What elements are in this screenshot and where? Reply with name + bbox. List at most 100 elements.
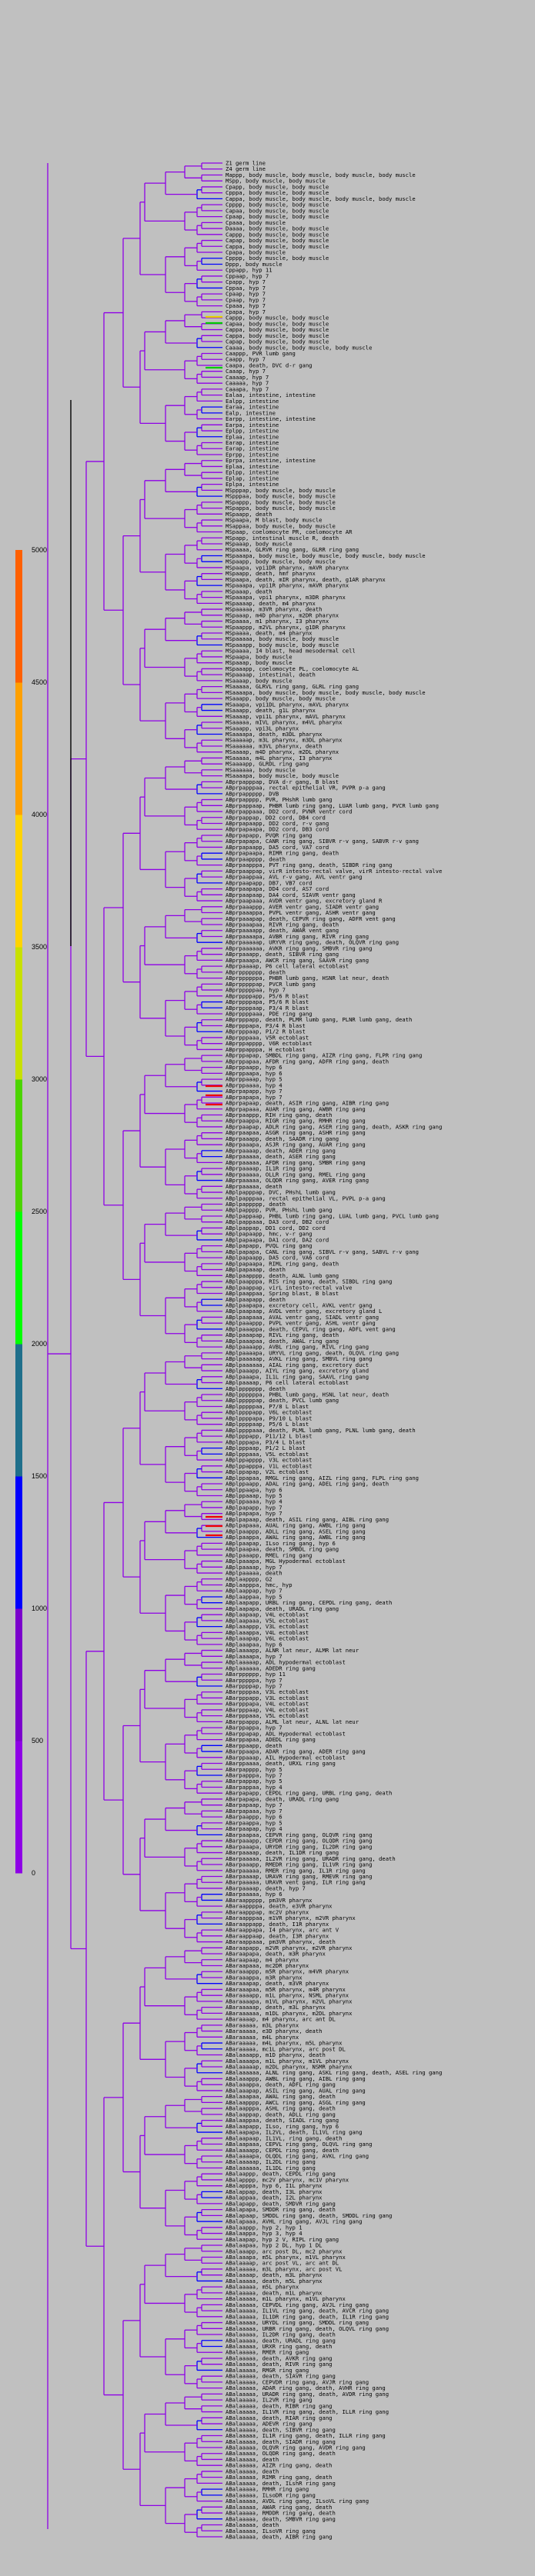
leaf-label: ABaraaaaap, death, m3L pharynx [226,2004,326,2011]
leaf-label: Cpaap, hyp 7 [226,291,266,298]
leaf-label: ABalaappa, hyp 3, hyp 4 [226,2230,303,2237]
leaf-label: ABalapapa, SMDDR ring gang, death [226,2206,336,2213]
leaf-label: ABplpppaaa, V5L ectoblast [226,1451,309,1458]
leaf-label: ABaraaaaa, e3D pharynx, death [226,2028,323,2034]
leaf-label: Cpapp, body muscle, body muscle [226,183,329,190]
leaf-label: ABalaaaapp, CEPDL ring gang, death [226,2147,339,2154]
leaf-label: MSpaapa, death, mIR pharynx, death, g1AR… [226,576,386,583]
leaf-label: ABplpppppap, death, PVCL lumb gang [226,1397,339,1404]
leaf-label: ABprpapapa, hyp 7 [226,1094,283,1101]
leaf-label: ABalaaaaa, death, AIBR ring gang [226,2534,332,2541]
leaf-label: ABplpaaaaa, death [226,1570,283,1577]
leaf-label: Caaap, hyp 7 [226,368,266,375]
leaf-label: Z1 germ line [226,160,266,167]
leaf-label: Cpapa, body muscle [226,249,286,256]
leaf-label: MSpaaapa, vpi1 pharynx, m3DR pharynx [226,594,346,601]
leaf-label: ABalaaaaa, IL1DR ring gang, death, IL1R … [226,2313,389,2320]
leaf-label: ABalaaaaa, ADEVR ring gang [226,2421,313,2428]
leaf-label: Caaapa, hyp 7 [226,385,269,392]
leaf-label: Eprpp, intestine [226,451,279,458]
leaf-label: ABplpaapppa, RIS ring gang, death, SIBDL… [226,1278,392,1285]
leaf-label: ABarpapapa, death, URADL ring gang [226,1795,339,1802]
leaf-label: MSpaapp, death [226,511,273,518]
leaf-label: ABalaaaaa, death [226,2468,279,2474]
leaf-label: ABarppapaa, ADEDL ring gang [226,1736,316,1743]
leaf-label: ABalaaaaa, IL1VL ring gang, death, AVCR … [226,2308,389,2314]
leaf-label: ABprpappap, DD2 cord, DB4 cord [226,814,326,821]
leaf-label: ABalaapapp, ILso, ring gang, hyp 6 [226,2123,339,2130]
leaf-label: ABalaaaaa, death, SIAVR ring gang [226,2373,336,2380]
leaf-label: ABarpapppa, hyp 7 [226,1772,283,1779]
leaf-label: ABalaaappa, death, ADFL ring gang [226,2081,336,2088]
leaf-label: ABplpaaapp, RMEL ring gang [226,1551,313,1558]
leaf-label: ABalaappp, hyp 2, hyp 1 [226,2224,303,2231]
leaf-label: ABplppppapp, V6L ectoblast [226,1409,313,1416]
leaf-label: ABplpaapaa, death, SMBDL ring gang [226,1546,339,1553]
leaf-label: ABplpaaapaa, death, AWAL ring gang [226,1338,339,1345]
leaf-label: ABprpaaaaa, death, ASER ring gang [226,1153,336,1160]
leaf-label: Caaaap, hyp 7 [226,374,269,381]
leaf-label: ABprpppapa, P3/4 R blast [226,1022,306,1029]
leaf-label: Capaa, body muscle, body muscle [226,320,329,327]
leaf-label: Cappp, body muscle, body muscle [226,231,329,238]
leaf-label: Cappa, body muscle, body muscle [226,326,329,333]
leaf-label: MSpaaaaa, m3VR pharynx, death [226,606,323,613]
leaf-label: ABprpaapppp, death [226,855,286,862]
leaf-label: ABarpppaap, V4L ectoblast [226,1706,309,1713]
leaf-label: MSpaaapp, coelomocyte PL, coelomocyte AL [226,665,359,672]
leaf-label: ABalaaaap, death, m3L pharynx [226,2271,323,2278]
leaf-label: ABplppppppp, death [226,1385,286,1392]
leaf-label: MSpaaap, death [226,588,273,595]
leaf-label: ABplppapppp, V3L ectoblast [226,1457,313,1464]
leaf-label: Eplaa, intestine [226,433,279,440]
leaf-label: ABprpaaaap, death, ADER ring gang [226,1147,336,1154]
leaf-label: ABalaaaaaa, ALNL ring gang, ASKL ring ga… [226,2069,442,2076]
leaf-label: MSpaaap, m4D pharynx, m2DR pharynx [226,612,339,618]
leaf-label: ABplaappap, hyp 7 [226,1588,283,1595]
leaf-label: ABplppppppa, PHBL lumb gang, HSNL lat ne… [226,1391,389,1398]
leaf-label: ABarpaaapa, URYDR ring gang, IL2DR ring … [226,1843,372,1850]
leaf-label: Cpppp, body muscle, body muscle [226,202,329,208]
leaf-label: Eplpp, intestine [226,428,279,435]
leaf-label: MSaaaaaa, m3VL pharynx, death [226,742,323,749]
leaf-label: MSaaapa, vpi1DL pharynx, mAVL pharynx [226,701,349,708]
leaf-label: MSaaaaa, m4L pharynx, I3 pharynx [226,755,333,761]
leaf-label: ABplaaaaaa, ADEDR ring gang [226,1665,316,1671]
leaf-label: Caapa, death, DVC d-r gang [226,362,313,368]
leaf-label: ABaraaaaa, m4L pharynx [226,2034,299,2041]
leaf-label: ABplpaappp, ADLL ring gang, ASEL ring ga… [226,1528,366,1535]
leaf-label: ABplpapapa, CANL ring gang, SIBVL r-v ga… [226,1248,419,1255]
leaf-label: ABplaapaaa, V5L ectoblast [226,1617,309,1624]
leaf-label: ABprpaaapp, death, SAADR ring gang [226,1135,339,1142]
legend-tick-label: 4000 [32,811,47,818]
leaf-label: ABaraappppp, pm3VR pharynx [226,1897,313,1904]
leaf-label: ABalaaaaa, death, RIVR ring gang [226,2361,332,2368]
leaf-label: ABaraaappp, m5R pharynx, m4VR pharynx [226,1968,349,1975]
leaf-label: ABarppaapa, ADAR ring gang, ADER ring ga… [226,1748,366,1755]
leaf-label: ABprppppaaa, PDE ring gang [226,1011,313,1018]
legend-color-segment [15,815,22,948]
leaf-label: ABplpaapppp, death, ALNL lumb gang [226,1272,339,1279]
leaf-label: ABprppaaaa, hyp 4 [226,1081,283,1088]
leaf-label: ABalapppp, mc2V pharynx, mc1V pharynx [226,2176,349,2183]
leaf-label: ABplaaapaa, hyp 6 [226,1641,283,1648]
leaf-label: ABprpaaaaa, AFDR ring gang, SMBR ring ga… [226,1159,366,1166]
leaf-label: Cpppa, body muscle, body muscle [226,189,329,196]
leaf-label: ABplppppapa, P9/10 L blast [226,1415,313,1421]
leaf-label: MSaaaap, body muscle [226,677,293,684]
leaf-label: ABplpappaap, PHBL lumb ring gang, LUAL l… [226,1212,439,1219]
leaf-label: ABarppaaap, AIL Hypodermal ectoblast [226,1754,346,1761]
leaf-label: ABprpaaapa, ASJR ring gang, AUAR ring ga… [226,1141,366,1148]
leaf-label: ABplaapapa, death, URADL ring gang [226,1605,339,1612]
leaf-label: ABalaaaaa, RMGR ring gang [226,2367,309,2374]
leaf-label: ABalaaaaa, URADR ring gang, death, AVDR … [226,2391,389,2398]
leaf-label: Mappp, body muscle, body muscle, body mu… [226,172,416,178]
legend-color-segment [15,947,22,1080]
leaf-label: ABalaapap, hyp 2 V, RIPL ring gang [226,2236,339,2243]
leaf-label: ABprpaapppa, PVT ring gang, death, SIBDR… [226,861,392,868]
leaf-label: Caappp, PVR lumb gang [226,350,296,357]
leaf-label: ABprpaaappa, PVPL ventr gang, ASHR ventr… [226,909,376,916]
leaf-label: ABarpapaaa, hyp 7 [226,1808,283,1815]
leaf-label: Cappp, body muscle, body muscle [226,315,329,322]
leaf-label: ABprppaaap, hyp 5 [226,1076,283,1083]
